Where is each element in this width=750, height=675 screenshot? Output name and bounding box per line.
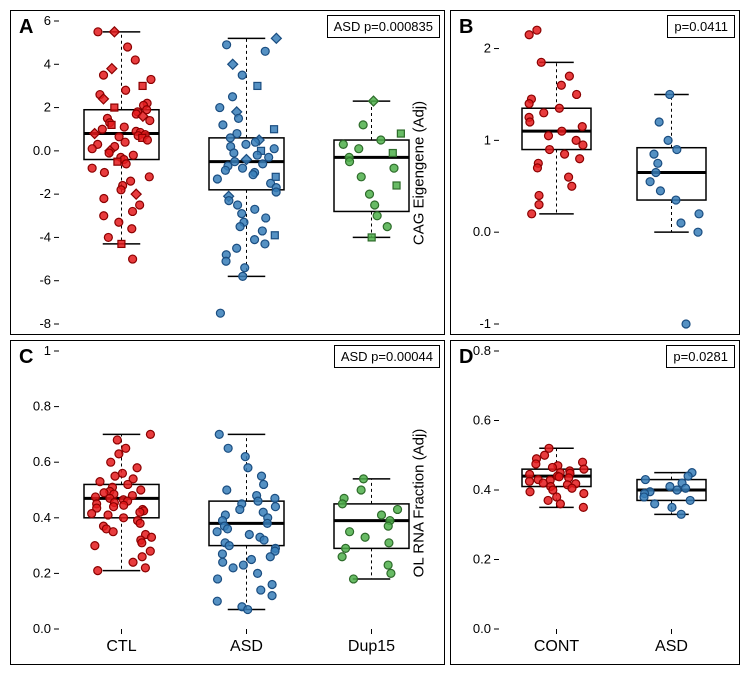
svg-text:0.2: 0.2 bbox=[33, 565, 51, 580]
plot-area-A: -8-6-4-20.0246 bbox=[59, 21, 434, 324]
svg-text:1: 1 bbox=[44, 343, 51, 358]
plot-area-D: 0.00.20.40.60.8CONTASD bbox=[499, 351, 729, 629]
panel-D-label: D bbox=[459, 346, 473, 369]
panel-B-pvalue: p=0.0411 bbox=[667, 15, 735, 38]
figure-grid: A ASD p=0.000835 CAG Eigengene (Adj) -8-… bbox=[10, 10, 740, 665]
svg-text:CONT: CONT bbox=[534, 638, 580, 655]
svg-text:-4: -4 bbox=[39, 229, 51, 244]
svg-text:2: 2 bbox=[484, 41, 491, 56]
plot-area-C: 0.00.20.40.60.81CTLASDDup15 bbox=[59, 351, 434, 629]
panel-B: B p=0.0411 CAG Eigengene (Adj) -10.012 bbox=[450, 10, 740, 335]
svg-text:0.2: 0.2 bbox=[473, 552, 491, 567]
svg-text:0.4: 0.4 bbox=[473, 482, 491, 497]
svg-text:2: 2 bbox=[44, 100, 51, 115]
svg-text:0.0: 0.0 bbox=[473, 224, 491, 239]
svg-text:0.0: 0.0 bbox=[473, 621, 491, 636]
panel-B-label: B bbox=[459, 16, 473, 39]
svg-text:-1: -1 bbox=[479, 316, 491, 331]
panel-A-pvalue: ASD p=0.000835 bbox=[327, 15, 440, 38]
svg-text:0.0: 0.0 bbox=[33, 143, 51, 158]
svg-text:6: 6 bbox=[44, 13, 51, 28]
svg-text:0.6: 0.6 bbox=[473, 413, 491, 428]
svg-text:-8: -8 bbox=[39, 316, 51, 331]
svg-text:Dup15: Dup15 bbox=[348, 638, 395, 655]
panel-A-label: A bbox=[19, 16, 33, 39]
panel-D-ylabel: OL RNA Fraction (Adj) bbox=[411, 428, 428, 577]
svg-text:4: 4 bbox=[44, 56, 51, 71]
svg-text:-6: -6 bbox=[39, 273, 51, 288]
panel-D: D p=0.0281 OL RNA Fraction (Adj) 0.00.20… bbox=[450, 340, 740, 665]
plot-area-B: -10.012 bbox=[499, 21, 729, 324]
panel-D-pvalue: p=0.0281 bbox=[666, 345, 735, 368]
svg-text:-2: -2 bbox=[39, 186, 51, 201]
svg-text:0.6: 0.6 bbox=[33, 454, 51, 469]
svg-text:0.4: 0.4 bbox=[33, 510, 51, 525]
panel-B-ylabel: CAG Eigengene (Adj) bbox=[411, 100, 428, 244]
panel-C-label: C bbox=[19, 346, 33, 369]
panel-A: A ASD p=0.000835 CAG Eigengene (Adj) -8-… bbox=[10, 10, 445, 335]
svg-text:ASD: ASD bbox=[655, 638, 688, 655]
panel-C-pvalue: ASD p=0.00044 bbox=[334, 345, 440, 368]
svg-text:ASD: ASD bbox=[230, 638, 263, 655]
svg-text:1: 1 bbox=[484, 132, 491, 147]
svg-text:0.8: 0.8 bbox=[473, 343, 491, 358]
svg-text:CTL: CTL bbox=[106, 638, 136, 655]
svg-text:0.8: 0.8 bbox=[33, 399, 51, 414]
svg-text:0.0: 0.0 bbox=[33, 621, 51, 636]
panel-C: C ASD p=0.00044 OL RNA Fractions (Adj) 0… bbox=[10, 340, 445, 665]
